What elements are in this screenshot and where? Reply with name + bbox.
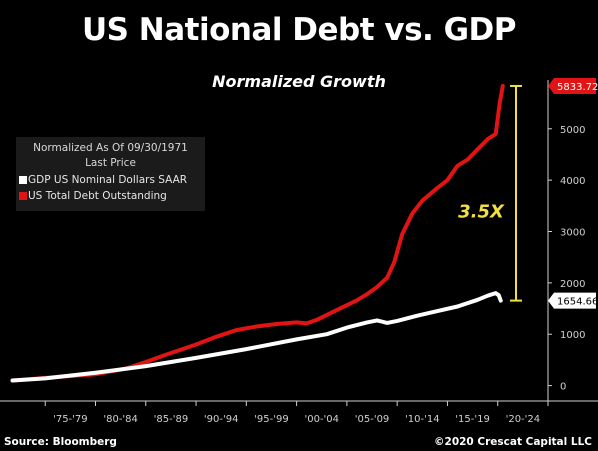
x-tick-label: '10-'14 [405, 414, 440, 425]
legend-label-debt: US Total Debt Outstanding [28, 190, 167, 202]
x-tick-label: '15-'19 [455, 414, 490, 425]
last-value-tag-bg [548, 292, 596, 309]
x-tick-label: '05-'09 [355, 414, 390, 425]
series-line-gdp [10, 291, 503, 383]
x-tick-label: '20-'24 [506, 414, 541, 425]
chart-subtitle: Normalized Growth [212, 72, 386, 91]
x-tick-label: '80-'84 [103, 414, 138, 425]
x-tick-label: '95-'99 [254, 414, 289, 425]
legend-header-date: Normalized As Of 09/30/1971 [33, 142, 188, 154]
last-value-label: 1654.66 [557, 297, 598, 308]
y-tick-label: 4000 [560, 176, 585, 187]
x-tick-label: '75-'79 [53, 414, 88, 425]
chart-legend: Normalized As Of 09/30/1971 Last Price G… [16, 137, 205, 211]
last-value-label: 5833.72 [557, 82, 598, 93]
y-tick-label: 0 [560, 382, 566, 393]
last-value-tag-debt: 5833.72 [548, 77, 598, 94]
y-tick-label: 5000 [560, 125, 585, 136]
y-tick-label: 1000 [560, 330, 585, 341]
annotation-ratio-label: 3.5X [458, 201, 505, 222]
legend-header-last-price: Last Price [85, 157, 136, 169]
series-line-debt [10, 84, 505, 383]
x-tick-label: '90-'94 [204, 414, 239, 425]
copyright-note: ©2020 Crescat Capital LLC [434, 436, 592, 448]
x-tick-label: '00-'04 [304, 414, 339, 425]
legend-item-debt: US Total Debt Outstanding [19, 190, 167, 202]
last-value-tag-gdp: 1654.66 [548, 292, 598, 309]
legend-swatch-gdp [19, 176, 27, 184]
last-value-tag-bg [548, 77, 596, 94]
y-tick-label: 2000 [560, 279, 585, 290]
legend-item-gdp: GDP US Nominal Dollars SAAR [19, 174, 187, 186]
legend-label-gdp: GDP US Nominal Dollars SAAR [28, 174, 188, 186]
source-note: Source: Bloomberg [4, 436, 117, 448]
legend-swatch-debt [19, 192, 27, 200]
chart-title: US National Debt vs. GDP [82, 12, 517, 48]
x-tick-label: '85-'89 [154, 414, 189, 425]
y-tick-label: 3000 [560, 228, 585, 239]
